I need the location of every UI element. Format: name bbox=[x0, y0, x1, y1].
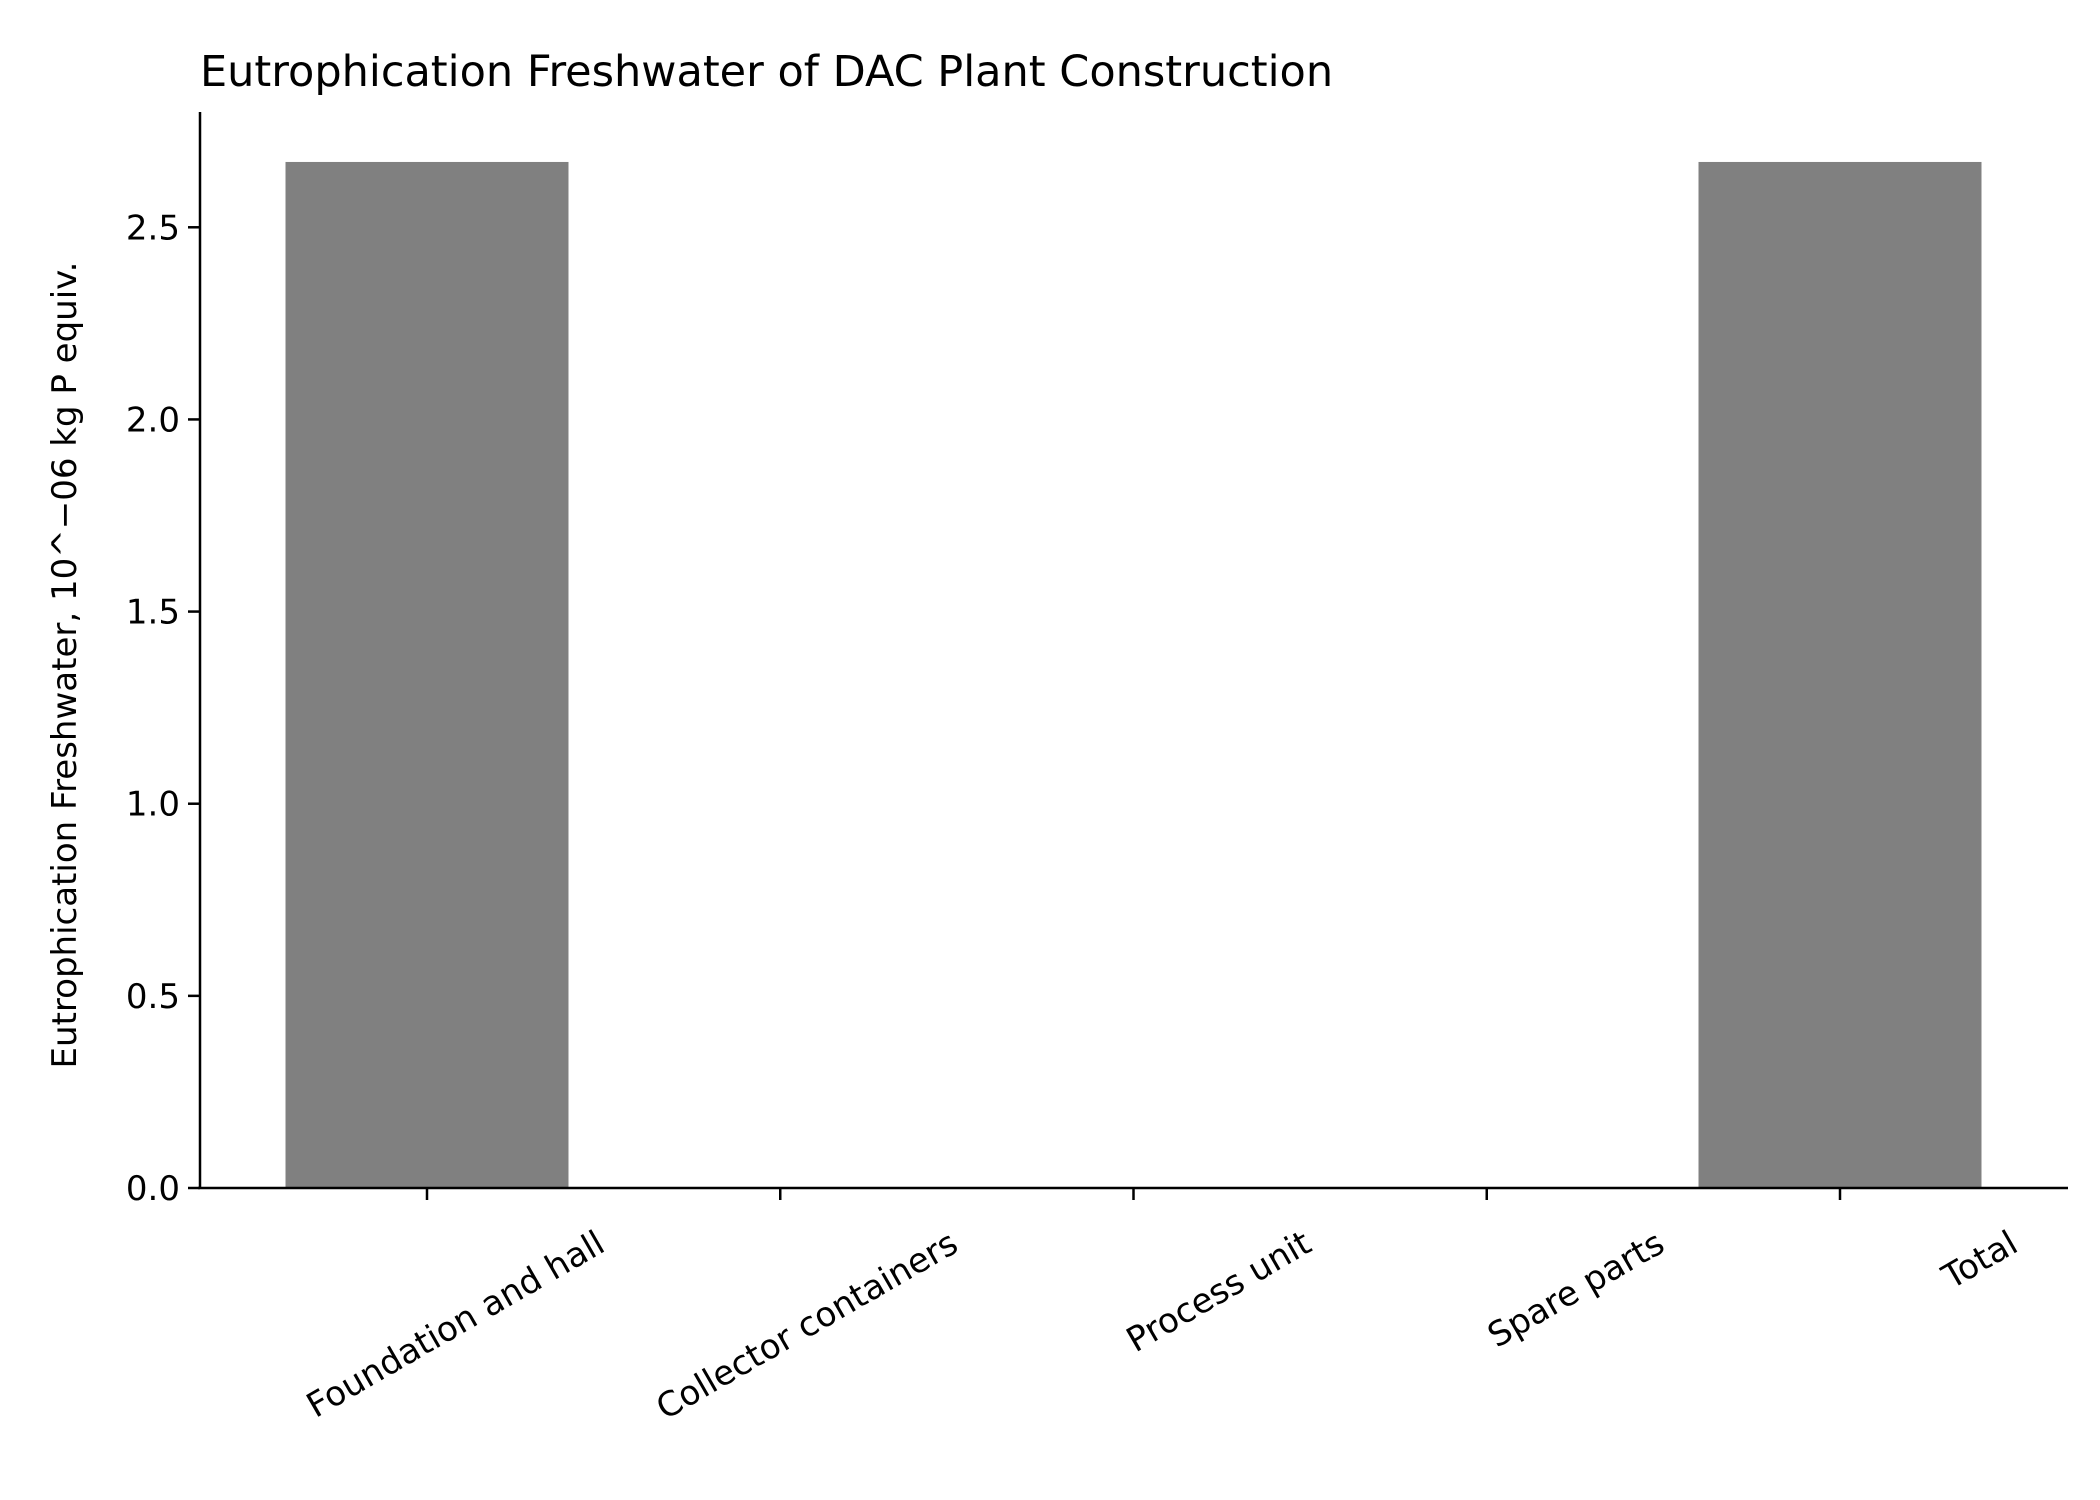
y-tick-label: 2.0 bbox=[126, 400, 180, 440]
x-tick-label: Total bbox=[1935, 1223, 2025, 1298]
y-tick-label: 0.5 bbox=[126, 977, 180, 1017]
y-axis-label: Eutrophication Freshwater, 10^−06 kg P e… bbox=[45, 262, 85, 1069]
y-tick-label: 1.0 bbox=[126, 785, 180, 825]
y-axis-ticks: 0.0 0.5 1.0 1.5 2.0 2.5 bbox=[126, 208, 200, 1209]
bar-foundation-and-hall bbox=[285, 161, 569, 1188]
bar-total bbox=[1698, 161, 1982, 1188]
x-tick-label: Foundation and hall bbox=[300, 1223, 612, 1426]
y-tick-label: 1.5 bbox=[126, 593, 180, 633]
x-axis-ticks: Foundation and hall Collector containers P… bbox=[300, 1188, 2025, 1428]
y-tick-label: 2.5 bbox=[126, 208, 180, 248]
chart-title: Eutrophication Freshwater of DAC Plant C… bbox=[200, 47, 1333, 97]
bars-group bbox=[285, 161, 1982, 1188]
x-tick-label: Collector containers bbox=[650, 1223, 965, 1428]
x-tick-label: Process unit bbox=[1120, 1223, 1318, 1360]
y-tick-label: 0.0 bbox=[126, 1169, 180, 1209]
x-tick-label: Spare parts bbox=[1481, 1223, 1671, 1356]
